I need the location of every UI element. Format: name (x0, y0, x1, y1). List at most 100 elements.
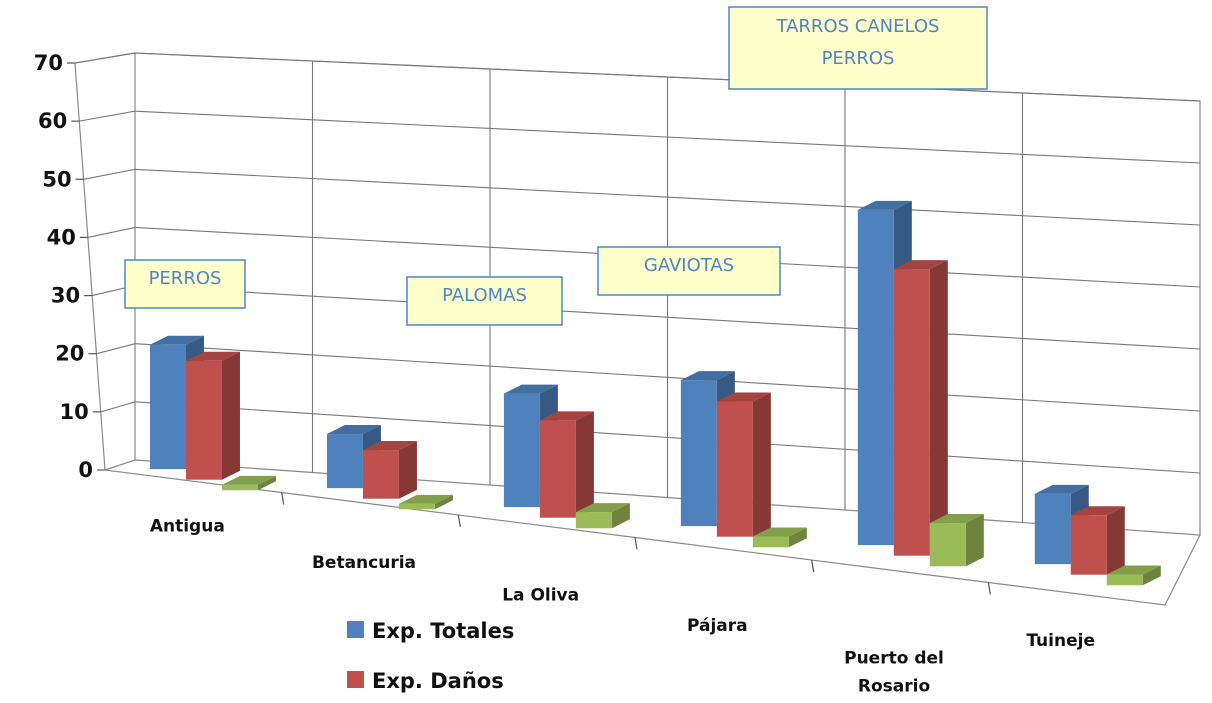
bar-top (716, 392, 771, 402)
bar-3 (929, 514, 984, 567)
bar-side (398, 441, 417, 499)
bar-top (1070, 506, 1125, 516)
bar-front (326, 434, 363, 489)
bar-top (362, 441, 417, 451)
bar-3 (1106, 565, 1161, 586)
bar-side (929, 260, 948, 556)
bar-top (929, 514, 984, 524)
legend-swatch (347, 621, 364, 638)
annotation-box (406, 276, 563, 326)
bar-top (680, 371, 735, 381)
bar-2 (362, 441, 417, 499)
x-tick-mark (281, 492, 285, 505)
bar-front (929, 523, 966, 567)
annotation: PALOMAS (406, 276, 563, 326)
legend-label: Exp. Daños (372, 669, 504, 693)
bar-top (398, 494, 453, 504)
bar-2 (539, 411, 594, 518)
bar-top (221, 475, 276, 485)
bar-front (1034, 493, 1071, 565)
annotation: TARROS CANELOS PERROS (728, 6, 988, 90)
bar-side (788, 527, 807, 548)
bar-front (539, 420, 576, 518)
x-tick-label: Tuineje (1026, 631, 1095, 651)
bar-top (539, 411, 594, 421)
annotation-text: PERROS (822, 48, 895, 69)
legend-swatch (347, 671, 364, 688)
bar-top (185, 351, 240, 361)
bar-front (362, 450, 399, 499)
bar-side (1142, 565, 1161, 586)
y-tick-label: 0 (78, 458, 93, 482)
bar-front (185, 360, 222, 480)
bar-top (1106, 565, 1161, 575)
bar-front (575, 512, 612, 529)
bar-top (752, 527, 807, 537)
bar-top (149, 335, 204, 345)
annotation-text: GAVIOTAS (644, 255, 734, 276)
annotation-box (728, 6, 988, 90)
bar-front (752, 536, 789, 548)
bar-3 (752, 527, 807, 548)
chart-grid (67, 52, 1201, 606)
bar-2 (893, 260, 948, 556)
annotation-text: PALOMAS (442, 285, 527, 306)
bar-3 (575, 503, 630, 529)
bar-3 (398, 494, 453, 510)
y-tick-label: 20 (55, 342, 84, 366)
x-tick-label: Antigua (150, 516, 225, 536)
bar-front (398, 503, 435, 510)
y-tick-label: 30 (51, 284, 80, 308)
bar-top (575, 503, 630, 513)
x-tick-label: La Oliva (502, 585, 579, 605)
bar-top (1034, 484, 1089, 494)
bar-2 (1070, 506, 1125, 575)
y-tick-label: 70 (34, 51, 63, 75)
bar-side (575, 411, 594, 518)
bar-front (893, 269, 930, 556)
x-tick-mark (987, 582, 991, 595)
bar-top (503, 384, 558, 394)
y-tick-label: 50 (42, 167, 71, 191)
side-gridline (83, 168, 136, 180)
annotation-text: TARROS CANELOS (776, 16, 940, 37)
x-tick-label: Pájara (687, 616, 748, 636)
side-gridline (74, 52, 136, 64)
legend: Exp. Totales Exp. Daños (347, 619, 514, 693)
bar-front (1106, 574, 1143, 586)
annotation-text: PERROS (149, 268, 222, 289)
y-tick-label: 60 (38, 109, 67, 133)
side-gridline (96, 343, 136, 355)
bar-side (257, 475, 276, 491)
side-gridline (79, 110, 136, 122)
bar-front (716, 401, 753, 537)
bar-3 (221, 475, 276, 491)
side-gridline (100, 401, 136, 413)
bar-2 (716, 392, 771, 537)
x-tick-mark (634, 537, 638, 550)
legend-label: Exp. Totales (372, 619, 514, 643)
bars (149, 200, 1161, 586)
x-tick-mark (811, 559, 815, 573)
annotation: PERROS (124, 259, 246, 309)
bar-top (893, 260, 948, 270)
bar-side (221, 351, 240, 480)
bar-front (1070, 515, 1107, 575)
bar-2 (185, 351, 240, 480)
bar-side (611, 503, 630, 529)
bar-side (1106, 506, 1125, 575)
bar-top (857, 200, 912, 210)
x-tick-label: Betancuria (312, 553, 416, 573)
bar-top (326, 425, 381, 435)
y-tick-label: 40 (47, 225, 76, 249)
bar-side (752, 392, 771, 537)
annotation-box (597, 246, 781, 296)
annotation-box (124, 259, 246, 309)
bar-front (503, 393, 540, 508)
bar-front (680, 380, 717, 527)
bar-side (965, 514, 984, 567)
side-gridline (87, 226, 136, 238)
bar-front (149, 344, 186, 470)
